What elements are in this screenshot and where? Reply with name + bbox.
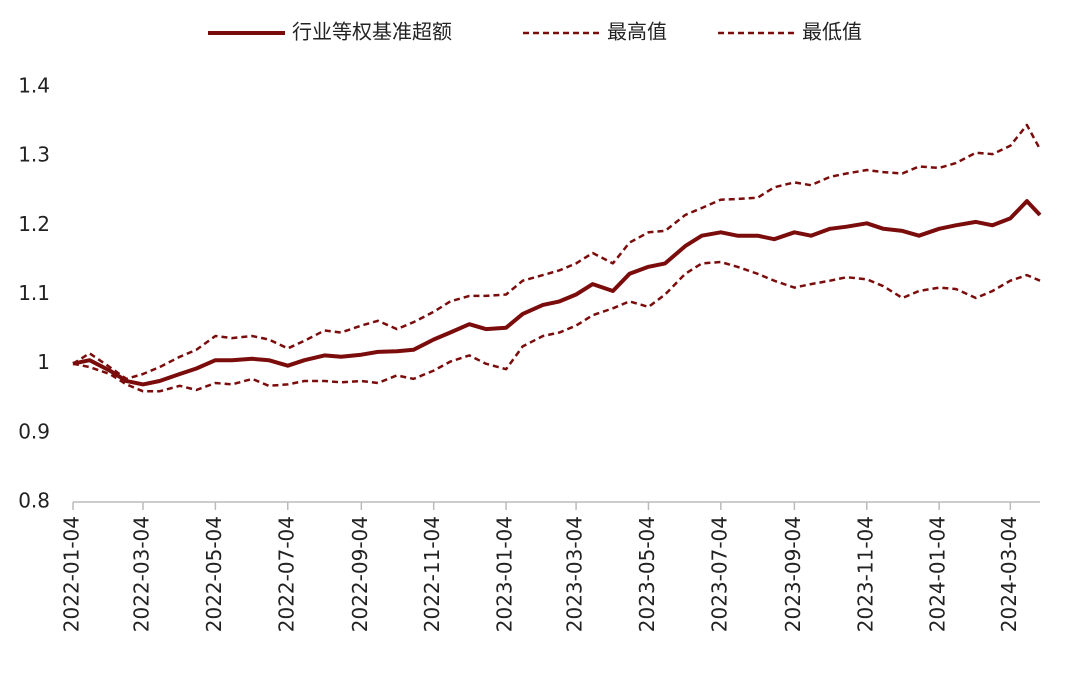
series-line bbox=[72, 199, 1042, 387]
y-tick-label: 0.8 bbox=[18, 489, 50, 513]
x-tick-label: 2022-05-04 bbox=[202, 516, 226, 632]
x-tick-label: 2024-03-04 bbox=[997, 516, 1021, 632]
y-tick-label: 1.2 bbox=[18, 212, 50, 236]
x-tick-label: 2024-01-04 bbox=[926, 516, 950, 632]
series-line bbox=[72, 123, 1042, 381]
x-tick-label: 2022-11-04 bbox=[420, 516, 444, 632]
x-tick-label: 2023-11-04 bbox=[853, 516, 877, 632]
y-tick-label: 1 bbox=[37, 350, 50, 374]
legend-label: 最高值 bbox=[607, 20, 667, 44]
x-tick-label: 2022-09-04 bbox=[348, 516, 372, 632]
x-tick-label: 2023-07-04 bbox=[707, 516, 731, 632]
x-tick-label: 2022-01-04 bbox=[60, 516, 84, 632]
y-tick-label: 1.3 bbox=[18, 143, 50, 167]
series-line bbox=[72, 260, 1041, 393]
x-tick-label: 2022-07-04 bbox=[274, 516, 298, 632]
y-tick-label: 0.9 bbox=[18, 419, 50, 443]
x-tick-label: 2023-09-04 bbox=[781, 516, 805, 632]
x-tick-label: 2023-01-04 bbox=[493, 516, 517, 632]
y-tick-label: 1.4 bbox=[18, 74, 50, 98]
legend-label: 行业等权基准超额 bbox=[292, 20, 452, 44]
x-tick-label: 2023-03-04 bbox=[563, 516, 587, 632]
legend-label: 最低值 bbox=[802, 20, 862, 44]
y-tick-label: 1.1 bbox=[18, 281, 50, 305]
x-tick-label: 2022-03-04 bbox=[130, 516, 154, 632]
x-tick-label: 2023-05-04 bbox=[635, 516, 659, 632]
